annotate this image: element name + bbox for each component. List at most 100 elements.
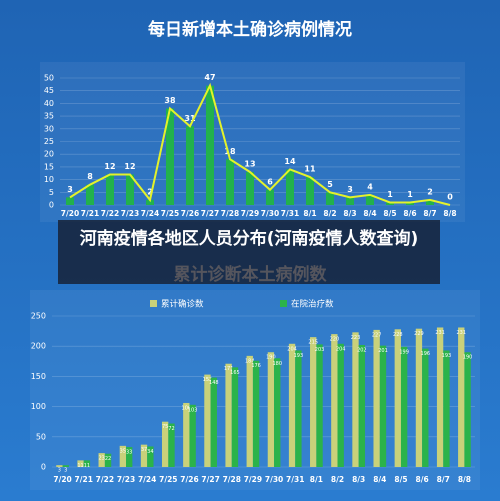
data-label: 201: [378, 348, 388, 354]
x-tick-label: 7/20: [53, 475, 71, 484]
x-tick-label: 7/31: [281, 209, 299, 218]
x-tick-label: 8/2: [331, 475, 344, 484]
x-tick-label: 7/22: [96, 475, 114, 484]
data-label: 2: [427, 187, 433, 196]
y-tick-label: 200: [31, 342, 46, 351]
data-label: 193: [442, 353, 452, 359]
data-label: 3: [64, 468, 67, 474]
x-tick-label: 7/29: [241, 209, 259, 218]
y-tick-label: 5: [49, 188, 54, 197]
bar: [246, 171, 254, 205]
bar: [373, 329, 380, 467]
x-tick-label: 7/24: [138, 475, 156, 484]
data-label: 12: [124, 162, 135, 171]
data-label: 34: [147, 449, 153, 455]
data-label: 3: [58, 468, 61, 474]
bar: [326, 192, 334, 205]
bar: [464, 352, 471, 467]
data-label: 204: [287, 346, 297, 352]
data-label: 215: [308, 340, 318, 346]
bar: [274, 358, 281, 467]
x-tick-label: 8/2: [323, 209, 336, 218]
bar: [140, 444, 148, 467]
bar: [295, 350, 302, 467]
data-label: 231: [456, 330, 466, 336]
data-label: 11: [84, 463, 90, 469]
data-label: 103: [188, 407, 198, 413]
bar: [56, 465, 63, 467]
x-tick-label: 8/7: [437, 475, 450, 484]
y-tick-label: 150: [31, 372, 46, 381]
bar: [183, 402, 190, 467]
data-label: 47: [204, 73, 215, 82]
data-label: 223: [351, 335, 361, 341]
bar: [346, 197, 354, 205]
y-tick-label: 30: [44, 124, 54, 133]
x-tick-label: 8/4: [363, 209, 376, 218]
bar: [231, 367, 239, 467]
x-tick-label: 7/31: [286, 475, 304, 484]
bar: [252, 360, 260, 467]
x-tick-label: 7/27: [201, 209, 219, 218]
x-tick-label: 7/28: [223, 475, 241, 484]
line: [69, 82, 451, 206]
data-label: 6: [267, 177, 273, 186]
bar: [246, 355, 253, 467]
x-tick-label: 7/25: [159, 475, 177, 484]
bar: [288, 343, 296, 467]
data-label: 184: [245, 358, 255, 364]
bar: [206, 85, 214, 205]
bar: [77, 460, 84, 467]
bar: [379, 345, 387, 467]
x-tick-label: 8/3: [343, 209, 356, 218]
bar: [400, 346, 408, 467]
chart-title: 每日新增本土确诊病例情况: [148, 19, 352, 40]
legend-label: 累计确诊数: [161, 299, 204, 310]
x-tick-label: 7/30: [261, 209, 279, 218]
data-label: 72: [168, 426, 174, 432]
data-label: 176: [251, 363, 261, 369]
bar: [394, 329, 401, 467]
data-label: 13: [244, 159, 255, 168]
data-label: 31: [184, 114, 196, 123]
caption: 河南疫情各地区人员分布(河南疫情人数查询): [58, 220, 440, 284]
x-tick-label: 7/29: [244, 475, 262, 484]
bar: [286, 169, 294, 205]
bar: [210, 377, 217, 467]
bar: [147, 446, 154, 467]
bar: [86, 184, 94, 205]
x-tick-label: 8/6: [416, 475, 429, 484]
bar: [406, 202, 414, 205]
bar: [415, 328, 423, 467]
bar: [104, 453, 112, 467]
data-label: 180: [272, 361, 282, 367]
bar: [226, 159, 234, 205]
data-label: 202: [357, 347, 367, 353]
bar: [458, 327, 465, 467]
bar: [386, 202, 394, 205]
bar: [436, 327, 444, 467]
data-label: 199: [399, 349, 409, 355]
x-tick-label: 8/8: [458, 475, 471, 484]
y-tick-label: 20: [44, 150, 54, 159]
data-label: 12: [104, 162, 115, 171]
y-tick-label: 250: [31, 312, 46, 321]
x-tick-label: 7/30: [265, 475, 283, 484]
bar: [366, 194, 374, 205]
bar: [358, 344, 366, 467]
data-label: 229: [414, 331, 424, 337]
y-tick-label: 0: [49, 201, 54, 210]
data-label: 1: [407, 190, 413, 199]
data-label: 37: [141, 447, 147, 453]
data-label: 3: [67, 185, 73, 194]
data-label: 106: [182, 405, 192, 411]
bar: [62, 465, 69, 467]
data-label: 3: [347, 185, 353, 194]
data-label: 171: [224, 366, 234, 372]
data-label: 220: [330, 337, 340, 343]
x-tick-label: 7/22: [101, 209, 119, 218]
bar: [266, 189, 274, 205]
data-label: 228: [393, 332, 403, 338]
bar: [119, 445, 127, 467]
